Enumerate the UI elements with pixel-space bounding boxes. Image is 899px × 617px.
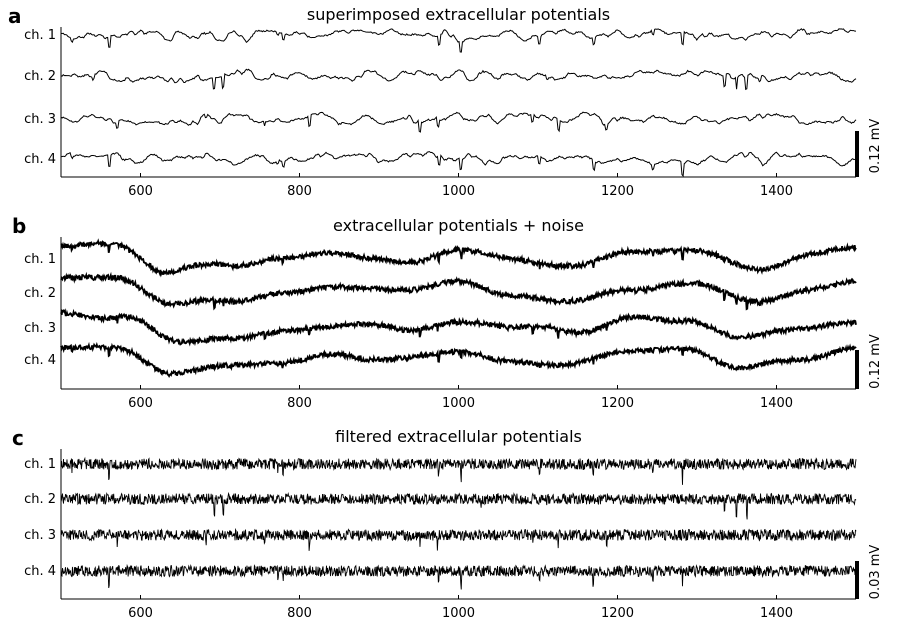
trace-a-ch1 xyxy=(60,28,857,53)
channel-label: ch. 2 xyxy=(24,69,56,84)
x-tick-label: 1400 xyxy=(760,184,793,199)
panel-title: filtered extracellular potentials xyxy=(335,427,582,446)
panel-b: b extracellular potentials + noise 600 800 1… xyxy=(12,214,883,411)
x-tick-label: 1200 xyxy=(601,606,634,617)
trace-a-ch4 xyxy=(60,151,857,178)
channel-label: ch. 2 xyxy=(24,492,56,507)
x-tick-label: 1200 xyxy=(601,184,634,199)
channel-label: ch. 3 xyxy=(24,112,56,127)
scale-bar-label: 0.12 mV xyxy=(868,119,883,174)
trace-b-ch1 xyxy=(60,238,857,278)
panel-title: superimposed extracellular potentials xyxy=(307,5,610,24)
channel-label: ch. 1 xyxy=(24,28,56,43)
trace-c-ch3 xyxy=(60,527,857,551)
trace-a-ch2 xyxy=(60,68,857,91)
panel-letter: c xyxy=(12,426,24,450)
scale-bar-label: 0.12 mV xyxy=(868,334,883,389)
trace-c-ch4 xyxy=(60,563,857,590)
channel-label: ch. 4 xyxy=(24,152,56,167)
x-tick-label: 600 xyxy=(128,606,153,617)
channel-label: ch. 3 xyxy=(24,321,56,336)
channel-label: ch. 1 xyxy=(24,252,56,267)
channel-label: ch. 2 xyxy=(24,286,56,301)
trace-b-ch3 xyxy=(60,308,857,347)
x-tick-label: 800 xyxy=(287,606,312,617)
x-tick-label: 800 xyxy=(287,184,312,199)
x-tick-label: 1400 xyxy=(760,396,793,411)
x-tick-label: 1200 xyxy=(601,396,634,411)
x-tick-label: 1400 xyxy=(760,606,793,617)
panel-title: extracellular potentials + noise xyxy=(333,216,584,235)
trace-b-ch2 xyxy=(60,271,857,311)
trace-c-ch1 xyxy=(60,456,857,485)
panel-a: a superimposed extracellular potentials 60… xyxy=(8,4,883,199)
panel-letter: a xyxy=(8,4,22,28)
x-tick-label: 800 xyxy=(287,396,312,411)
panel-c: c filtered extracellular potentials 600 800… xyxy=(12,426,883,617)
x-tick-label: 600 xyxy=(128,184,153,199)
scale-bar xyxy=(855,561,859,599)
scale-bar xyxy=(855,131,859,177)
x-tick-label: 1000 xyxy=(442,184,475,199)
channel-label: ch. 4 xyxy=(24,353,56,368)
trace-b-ch4 xyxy=(60,341,857,378)
x-tick-label: 1000 xyxy=(442,606,475,617)
x-tick-label: 1000 xyxy=(442,396,475,411)
x-tick-label: 600 xyxy=(128,396,153,411)
trace-a-ch3 xyxy=(60,111,857,133)
trace-c-ch2 xyxy=(60,491,857,520)
channel-label: ch. 3 xyxy=(24,528,56,543)
scale-bar-label: 0.03 mV xyxy=(868,545,883,600)
panel-letter: b xyxy=(12,214,26,238)
channel-label: ch. 1 xyxy=(24,457,56,472)
channel-label: ch. 4 xyxy=(24,564,56,579)
scale-bar xyxy=(855,350,859,389)
